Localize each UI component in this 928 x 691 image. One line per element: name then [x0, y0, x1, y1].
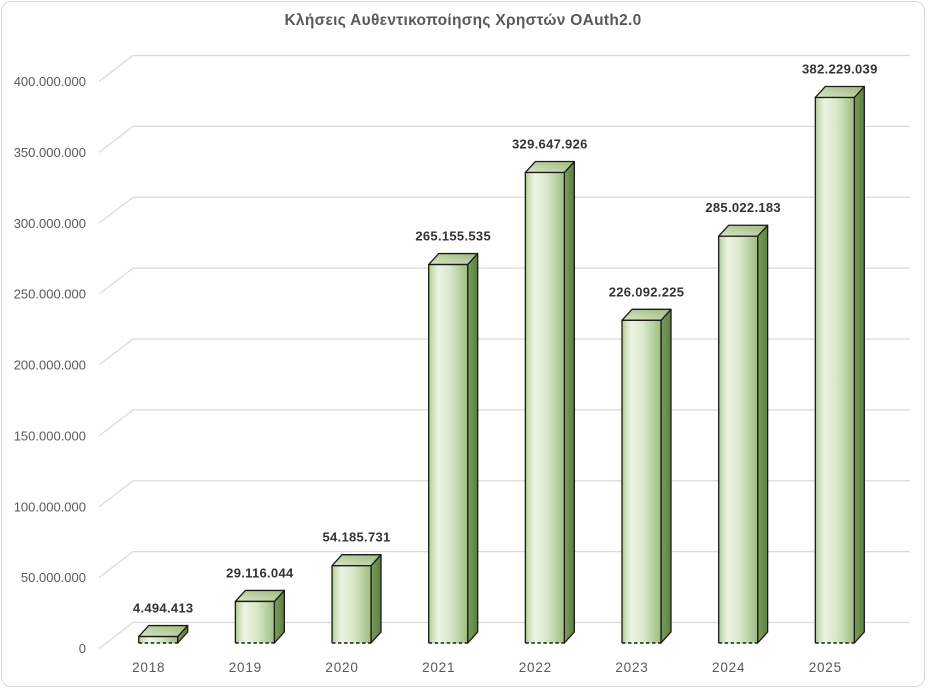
bar-side-face	[467, 252, 479, 644]
bar-front-face	[138, 636, 178, 643]
chart-title: Κλήσεις Αυθεντικοποίησης Χρηστών OAuth2.…	[284, 12, 642, 29]
bar-outline	[814, 96, 855, 643]
bar-data-label: 265.155.535	[415, 229, 491, 244]
gridline-depth-tick	[98, 55, 134, 82]
bar-side-face	[757, 224, 769, 644]
bar-front-face	[332, 565, 372, 643]
bar-outline	[234, 600, 276, 643]
bar-2021: 265.155.535 2021	[415, 229, 491, 675]
x-axis-label: 2021	[422, 660, 455, 675]
bar-front-face	[525, 172, 565, 643]
bar-front-face	[235, 601, 275, 643]
bar-side-face	[370, 554, 382, 644]
bar-2023: 226.092.225 2023	[609, 284, 685, 675]
bar-outline	[331, 565, 372, 643]
bar-2022: 329.647.926 2022	[512, 137, 588, 675]
bar-side-face	[853, 85, 865, 644]
bar-front-face	[815, 97, 855, 643]
bar-outline	[621, 319, 662, 643]
x-axis-label: 2023	[615, 660, 648, 675]
x-axis-label: 2020	[325, 660, 358, 675]
x-axis-label: 2025	[809, 660, 842, 675]
bar-2019: 29.116.044 2019	[226, 565, 294, 675]
y-tick-label: 100.000.000	[14, 499, 86, 514]
bar-outline	[428, 263, 469, 643]
bar-outline	[718, 235, 759, 643]
bar-data-label: 54.185.731	[322, 530, 390, 545]
gridline-depth-tick	[98, 267, 134, 295]
bar-data-label: 285.022.183	[705, 200, 781, 215]
x-axis-label: 2024	[712, 660, 745, 675]
bar-outline	[524, 171, 565, 643]
gridline-depth-tick	[98, 480, 134, 508]
bar-2025: 382.229.039 2025	[802, 61, 878, 675]
gridline-depth-tick	[98, 125, 134, 153]
y-tick-label: 300.000.000	[14, 216, 86, 231]
bar-front-face	[428, 264, 468, 643]
bar-2018: 4.494.413 2018	[132, 601, 193, 675]
bar-2024: 285.022.183 2024	[705, 200, 781, 675]
gridline-depth-tick	[98, 622, 134, 649]
y-tick-label: 350.000.000	[14, 145, 86, 160]
bar-side-face	[563, 160, 575, 644]
y-tick-label: 0	[79, 641, 86, 656]
x-axis-label: 2019	[229, 660, 262, 675]
x-axis-label: 2018	[132, 660, 165, 675]
bar-2020: 54.185.731 2020	[322, 530, 390, 675]
bar-outline	[138, 635, 179, 643]
gridline-depth-tick	[98, 551, 134, 579]
bar-front-face	[622, 320, 661, 643]
bar-data-label: 4.494.413	[133, 601, 194, 616]
bar-side-face	[660, 308, 672, 644]
y-tick-label: 200.000.000	[14, 358, 86, 373]
gridline-depth-tick	[98, 338, 134, 366]
y-tick-label: 250.000.000	[14, 287, 86, 302]
gridline-depth-tick	[98, 409, 134, 437]
bar-data-label: 329.647.926	[512, 137, 588, 152]
y-tick-label: 150.000.000	[14, 428, 86, 443]
bar-data-label: 226.092.225	[609, 284, 685, 299]
y-tick-label: 50.000.000	[21, 570, 86, 585]
bar-front-face	[718, 236, 758, 643]
x-axis-label: 2022	[519, 660, 552, 675]
bar-data-label: 29.116.044	[226, 565, 294, 580]
gridline-depth-tick	[98, 196, 134, 224]
y-tick-label: 400.000.000	[14, 74, 86, 89]
bar-data-label: 382.229.039	[802, 61, 878, 76]
